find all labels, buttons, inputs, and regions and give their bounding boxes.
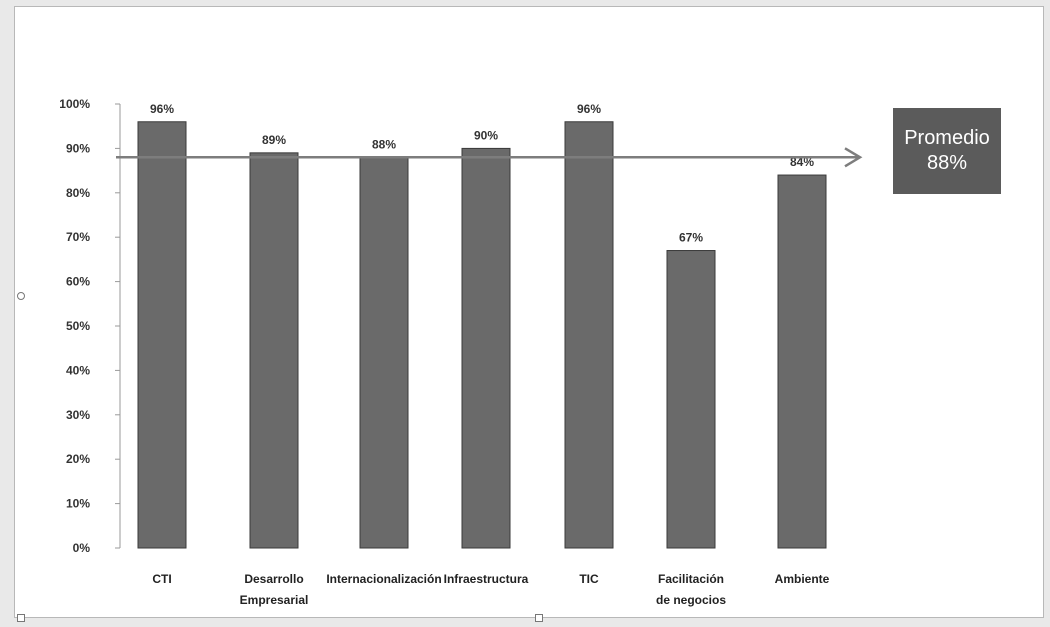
y-tick-label: 0% (73, 541, 91, 555)
data-label: 90% (474, 128, 498, 142)
category-label: Facilitación (658, 572, 724, 586)
bar (359, 156, 409, 549)
average-line (116, 147, 863, 168)
category-label: TIC (579, 572, 599, 586)
data-label: 67% (679, 231, 703, 245)
data-label: 96% (577, 102, 601, 116)
data-label: 96% (150, 102, 174, 116)
bar (777, 174, 827, 549)
y-tick-label: 50% (66, 319, 90, 333)
resize-handle-left[interactable] (17, 292, 25, 300)
y-tick-label: 70% (66, 230, 90, 244)
bar (666, 250, 716, 549)
data-label: 89% (262, 133, 286, 147)
data-label: 88% (372, 137, 396, 151)
y-tick-label: 40% (66, 363, 90, 377)
resize-handle-bottom-left[interactable] (17, 614, 25, 622)
bar (564, 121, 614, 549)
y-tick-label: 30% (66, 408, 90, 422)
category-label: CTI (152, 572, 171, 586)
y-tick-label: 100% (59, 97, 90, 111)
resize-handle-bottom[interactable] (535, 614, 543, 622)
y-tick-label: 20% (66, 452, 90, 466)
category-label: Empresarial (240, 593, 309, 607)
category-label: Internacionalización (326, 572, 441, 586)
bar (137, 121, 187, 549)
average-annotation-value: 88% (926, 152, 968, 174)
category-label: Ambiente (775, 572, 830, 586)
average-annotation-title: Promedio (904, 127, 990, 149)
category-label: Infraestructura (444, 572, 529, 586)
bars: 96% CTI 89% Desarrollo Empresarial 88% Interna… (137, 102, 830, 607)
category-label: de negocios (656, 593, 726, 607)
y-tick-label: 10% (66, 497, 90, 511)
category-label: Desarrollo (244, 572, 303, 586)
data-label: 84% (790, 155, 814, 169)
arrow-head-icon (844, 147, 863, 168)
bar (249, 152, 299, 549)
y-tick-label: 80% (66, 186, 90, 200)
y-tick-label: 90% (66, 141, 90, 155)
y-tick-label: 60% (66, 275, 90, 289)
bar (461, 147, 511, 549)
average-annotation: Promedio 88% (893, 108, 1001, 194)
y-axis: 0% 10% 20% 30% 40% 50% 60% 70% 80% 90% 100% (59, 97, 121, 555)
